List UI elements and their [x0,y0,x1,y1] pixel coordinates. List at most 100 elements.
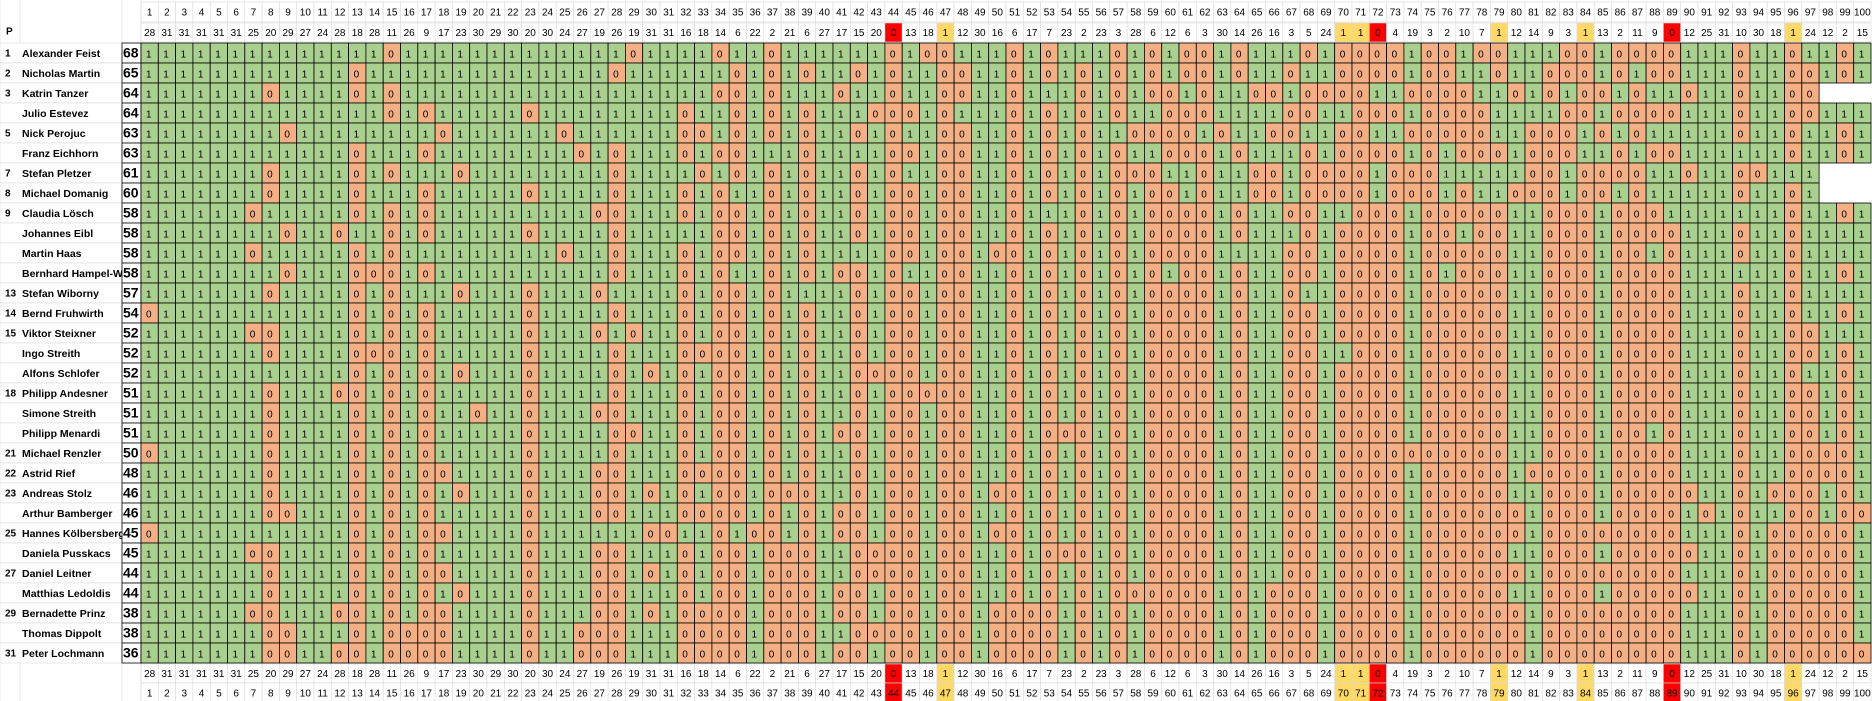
answer: 1 [700,150,706,161]
answer: 1 [544,370,550,381]
answer: 0 [1738,170,1744,181]
correct-count: 14 [1234,28,1246,39]
answer: 1 [994,270,1000,281]
answer: 1 [284,250,290,261]
answer: 1 [1599,430,1605,441]
answer: 0 [1790,250,1796,261]
answer: 1 [596,110,602,121]
answer: 1 [1530,410,1536,421]
answer: 1 [925,250,931,261]
answer: 1 [250,370,256,381]
question-number: 10 [300,8,312,19]
correct-count: 30 [473,28,485,39]
answer: 1 [492,190,498,201]
question-number-cell [1853,1,1872,23]
answer: 1 [700,310,706,321]
answer: 0 [1288,370,1294,381]
answer: 0 [1651,410,1657,421]
answer: 1 [319,390,325,401]
answer: 1 [1374,170,1380,181]
answer: 0 [423,350,429,361]
correct-count: 28 [1130,669,1142,680]
answer: 1 [1686,110,1692,121]
answer: 0 [1288,430,1294,441]
answer: 1 [752,170,758,181]
answer: 0 [1565,150,1571,161]
answer: 0 [1046,230,1052,241]
answer: 0 [1011,190,1017,201]
answer: 1 [1028,70,1034,81]
answer: 0 [1409,190,1415,201]
answer: 0 [1617,430,1623,441]
answer: 1 [1253,290,1259,301]
answer: 0 [942,70,948,81]
answer: 1 [1513,410,1519,421]
correct-count: 28 [144,669,156,680]
rank: 3 [5,89,11,100]
answer: 1 [388,190,394,201]
answer: 0 [354,70,360,81]
answer: 0 [1738,350,1744,361]
correct-count: 2 [1842,669,1848,680]
question-number: 39 [801,689,813,700]
answer: 0 [907,290,913,301]
answer: 1 [233,90,239,101]
answer: 0 [1357,90,1363,101]
correct-count: 28 [369,28,381,39]
answer: 1 [1253,50,1259,61]
participant-name: Bernd Fruhwirth [22,308,104,320]
answer: 1 [648,390,654,401]
answer: 1 [1755,390,1761,401]
answer: 1 [181,370,187,381]
answer: 1 [1755,410,1761,421]
answer: 1 [1841,230,1847,241]
question-number: 88 [1649,689,1661,700]
answer: 1 [855,250,861,261]
answer: 0 [1080,350,1086,361]
correct-count: 24 [1320,28,1332,39]
answer: 1 [544,150,550,161]
answer: 0 [423,110,429,121]
answer: 0 [1478,390,1484,401]
answer: 1 [1167,170,1173,181]
correct-count: 23 [455,669,467,680]
answer: 0 [942,350,948,361]
answer: 1 [1841,250,1847,261]
correct-count: 16 [992,28,1004,39]
answer: 0 [1357,170,1363,181]
answer: 1 [509,430,515,441]
answer: 1 [786,70,792,81]
participant-name: Martin Haas [22,248,82,260]
answer: 0 [1357,70,1363,81]
answer: 0 [959,210,965,221]
correct-count: 17 [438,28,450,39]
answer: 1 [371,230,377,241]
answer: 1 [579,370,585,381]
answer: 0 [1738,310,1744,321]
answer: 0 [1115,110,1121,121]
answer: 1 [336,370,342,381]
answer: 0 [1011,210,1017,221]
answer: 1 [544,130,550,141]
answer: 1 [1824,430,1830,441]
question-number: 32 [680,689,692,700]
answer: 0 [1392,350,1398,361]
answer: 0 [1790,390,1796,401]
answer: 1 [302,50,308,61]
answer: 1 [1720,130,1726,141]
answer: 1 [1807,190,1813,201]
answer: 0 [388,450,394,461]
answer: 1 [994,150,1000,161]
answer: 0 [1668,230,1674,241]
answer: 1 [1322,370,1328,381]
answer: 1 [1703,310,1709,321]
answer: 1 [544,170,550,181]
answer: 1 [1028,250,1034,261]
answer: 0 [1201,430,1207,441]
answer: 1 [146,170,152,181]
answer: 1 [821,410,827,421]
answer: 0 [354,350,360,361]
answer: 0 [855,330,861,341]
correct-count: 6 [1185,669,1191,680]
answer: 0 [388,210,394,221]
